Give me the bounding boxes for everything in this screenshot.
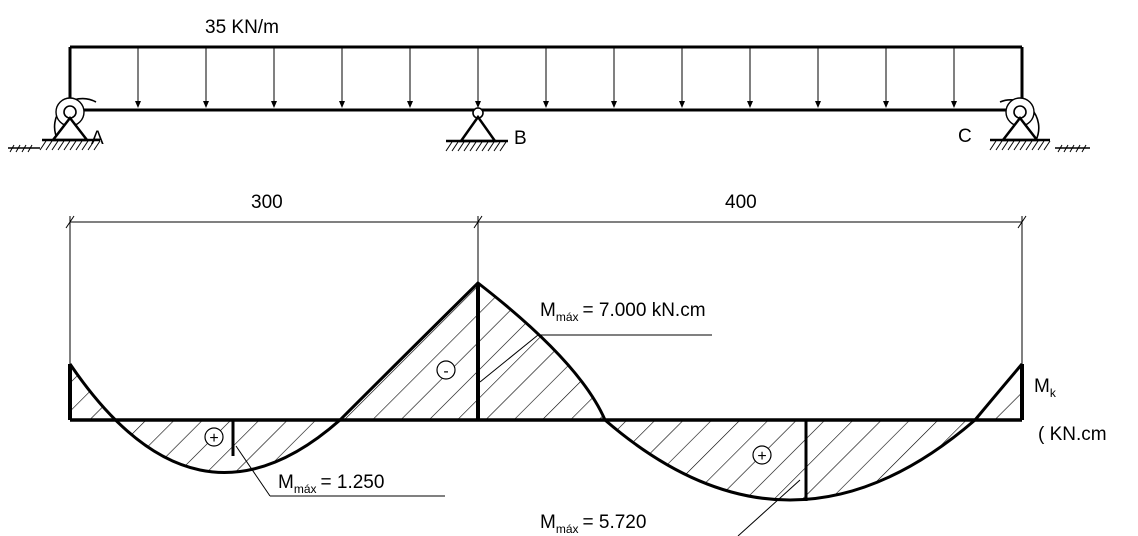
support-a [8,97,101,153]
support-b [445,107,508,152]
span-right-label: 400 [725,192,757,213]
moment-max-bc-label: Mmáx = 5.720 [540,512,646,536]
diagram-units-label: ( KN.cm [1038,424,1107,445]
load-arrow-head [951,101,957,108]
moment-curve [68,281,1024,502]
load-arrow-head [883,101,889,108]
load-arrow-head [475,101,481,108]
support-triangle-a [50,115,90,142]
load-arrow-head [543,101,549,108]
load-arrow-head [611,101,617,108]
load-arrow-head [203,101,209,108]
support-b-label: B [514,128,527,149]
svg-text:+: + [757,448,766,465]
span-left-label: 300 [251,192,283,213]
plus-sign-marker-ab: + [204,427,224,447]
load-arrow-head [815,101,821,108]
minus-sign-marker-b: - [436,360,456,380]
support-triangle-b [458,114,498,143]
load-arrow-head [339,101,345,108]
svg-text:-: - [443,363,448,380]
load-arrow-head [679,101,685,108]
moment-max-b-label: Mmáx = 7.000 kN.cm [540,300,706,324]
moment-max-ab-label: Mmáx = 1.250 [278,472,384,496]
support-a-label: A [91,128,104,149]
load-arrow-head [135,101,141,108]
support-c-label: C [958,126,972,147]
load-arrows [135,48,957,108]
load-label: 35 KN/m [205,17,279,38]
moment-area [70,283,1022,500]
plus-sign-marker-bc: + [752,445,772,465]
load-arrow-head [271,101,277,108]
svg-text:+: + [209,430,218,447]
support-triangle-c [1000,115,1040,142]
support-c [989,97,1090,153]
load-arrow-head [747,101,753,108]
load-arrow-head [407,101,413,108]
distributed-load [68,45,1024,110]
diagram-symbol-label: Mk [1034,376,1057,400]
leader-lines [235,334,801,536]
